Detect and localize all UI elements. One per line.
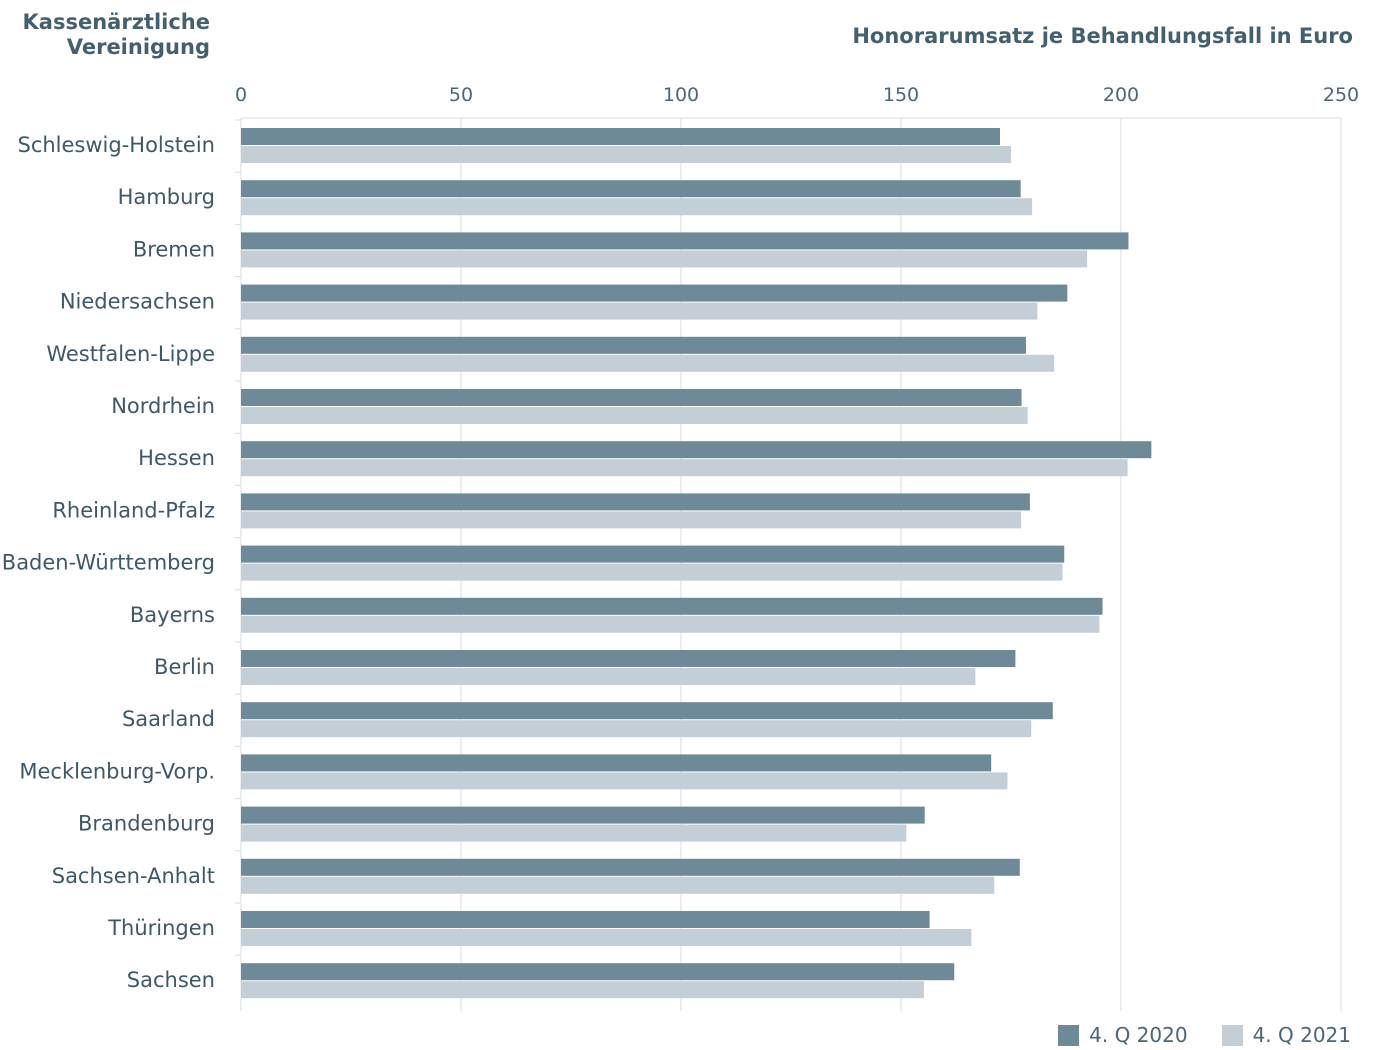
x-tick-label-5: 250: [1323, 84, 1359, 106]
bar-2020-0: [241, 128, 1000, 145]
category-label-13: Brandenburg: [78, 812, 215, 836]
bar-2020-1: [241, 180, 1021, 198]
bar-2020-16: [241, 963, 955, 981]
category-label-10: Berlin: [154, 655, 215, 679]
bar-2021-2: [241, 250, 1088, 268]
bar-2021-5: [241, 407, 1028, 424]
bar-2021-7: [241, 511, 1022, 529]
bar-2020-15: [241, 911, 930, 928]
x-tick-label-2: 100: [663, 84, 699, 106]
bar-2020-14: [241, 858, 1020, 876]
legend-swatch-2020: [1058, 1024, 1080, 1046]
legend-swatch-2021: [1221, 1024, 1243, 1046]
bar-2021-9: [241, 615, 1100, 633]
bar-2020-13: [241, 806, 925, 824]
bar-2020-8: [241, 545, 1065, 563]
x-tick-label-3: 150: [883, 84, 919, 106]
x-tick-label-0: 0: [235, 84, 247, 106]
category-label-9: Bayerns: [130, 603, 215, 627]
bar-2021-3: [241, 302, 1038, 320]
y-axis-title: Kassenärztliche Vereinigung: [23, 10, 210, 60]
bar-2021-10: [241, 668, 976, 685]
legend-label-2020: 4. Q 2020: [1089, 1023, 1188, 1047]
bar-2020-10: [241, 650, 1016, 667]
category-label-14: Sachsen-Anhalt: [52, 864, 215, 888]
category-label-7: Rheinland-Pfalz: [52, 498, 215, 522]
bar-2021-8: [241, 563, 1063, 581]
chart-title: Honorarumsatz je Behandlungsfall in Euro: [852, 24, 1353, 48]
category-label-1: Hamburg: [118, 185, 215, 209]
category-label-6: Hessen: [138, 446, 215, 470]
y-axis-title-line-2: Vereinigung: [66, 35, 210, 59]
bar-2021-12: [241, 772, 1008, 790]
bar-2020-6: [241, 441, 1152, 459]
category-label-16: Sachsen: [127, 968, 215, 992]
category-label-12: Mecklenburg-Vorp.: [19, 759, 215, 783]
category-label-8: Baden-Württemberg: [2, 551, 215, 575]
bar-2021-16: [241, 981, 924, 999]
bar-2021-4: [241, 354, 1055, 372]
bar-2020-5: [241, 389, 1022, 406]
bar-2020-12: [241, 754, 992, 772]
bar-2020-4: [241, 336, 1026, 354]
bar-2020-9: [241, 597, 1103, 615]
category-label-4: Westfalen-Lippe: [46, 342, 215, 366]
y-axis-title-line-1: Kassenärztliche: [22, 10, 210, 34]
legend-label-2021: 4. Q 2021: [1252, 1023, 1351, 1047]
bar-2020-2: [241, 232, 1129, 250]
bar-2021-15: [241, 929, 972, 946]
category-label-15: Thüringen: [107, 916, 215, 940]
category-label-11: Saarland: [122, 707, 215, 731]
legend-item-2021: 4. Q 2021: [1221, 1023, 1351, 1047]
x-tick-label-1: 50: [449, 84, 473, 106]
legend: 4. Q 2020 4. Q 2021: [1024, 1020, 1351, 1050]
category-label-3: Niedersachsen: [60, 290, 215, 314]
bar-2021-0: [241, 146, 1011, 163]
bar-2021-1: [241, 198, 1033, 216]
category-label-0: Schleswig-Holstein: [17, 133, 215, 157]
bar-2021-6: [241, 459, 1128, 477]
x-tick-label-4: 200: [1103, 84, 1139, 106]
bar-2021-11: [241, 720, 1032, 738]
bar-2020-7: [241, 493, 1030, 511]
legend-item-2020: 4. Q 2020: [1058, 1023, 1188, 1047]
category-label-2: Bremen: [133, 237, 215, 261]
bar-2021-14: [241, 876, 995, 894]
bar-2020-3: [241, 284, 1068, 302]
bar-2021-13: [241, 824, 907, 842]
category-label-5: Nordrhein: [111, 394, 215, 418]
bar-2020-11: [241, 702, 1053, 720]
